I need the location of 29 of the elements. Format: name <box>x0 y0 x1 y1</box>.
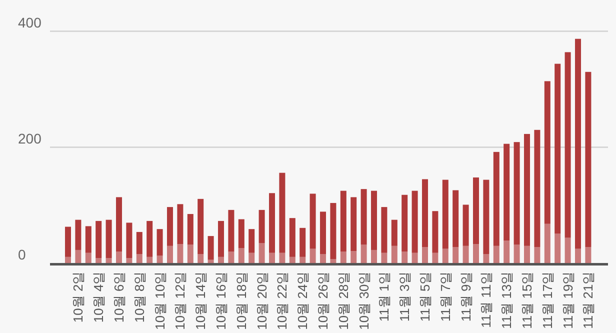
y-tick-label: 400 <box>18 14 42 30</box>
x-tick-label: 10월 2일 <box>70 271 86 323</box>
x-tick-label: 10월 26일 <box>316 271 330 330</box>
x-tick-label: 10월 18일 <box>234 271 249 330</box>
x-tick-label: 10월 30일 <box>356 271 372 330</box>
x-tick-label: 11월 3일 <box>397 271 412 322</box>
x-tick-label: 10월 14일 <box>193 271 208 330</box>
x-tick-label: 11월 9일 <box>458 271 474 322</box>
x-tick-label: 11월 11일 <box>478 271 494 328</box>
y-tick-label: 200 <box>18 130 42 146</box>
x-tick-label: 11월 17일 <box>540 271 555 329</box>
x-tick-label: 11월 21일 <box>580 271 596 329</box>
x-tick-label: 11월 1일 <box>376 271 392 322</box>
x-tick-label: 10월 16일 <box>214 271 228 330</box>
x-tick-label: 11월 13일 <box>499 271 514 329</box>
x-tick-label: 10월 22일 <box>274 271 290 330</box>
x-tick-label: 11월 15일 <box>520 271 534 329</box>
x-tick-label: 10월 24일 <box>295 271 310 330</box>
x-tick-label: 11월 7일 <box>438 271 453 322</box>
x-tick-label: 11월 5일 <box>418 271 432 322</box>
x-tick-label: 10월 4일 <box>91 271 106 323</box>
y-tick-label: 0 <box>18 246 26 262</box>
x-tick-label: 10월 20일 <box>254 271 270 330</box>
x-tick-label: 10월 10일 <box>152 271 168 330</box>
x-tick-label: 10월 6일 <box>112 271 126 323</box>
x-tick-label: 10월 8일 <box>132 271 147 323</box>
x-tick-label: 10월 28일 <box>336 271 351 330</box>
x-tick-label: 10월 12일 <box>172 271 188 330</box>
x-tick-label: 11월 19일 <box>560 271 576 329</box>
